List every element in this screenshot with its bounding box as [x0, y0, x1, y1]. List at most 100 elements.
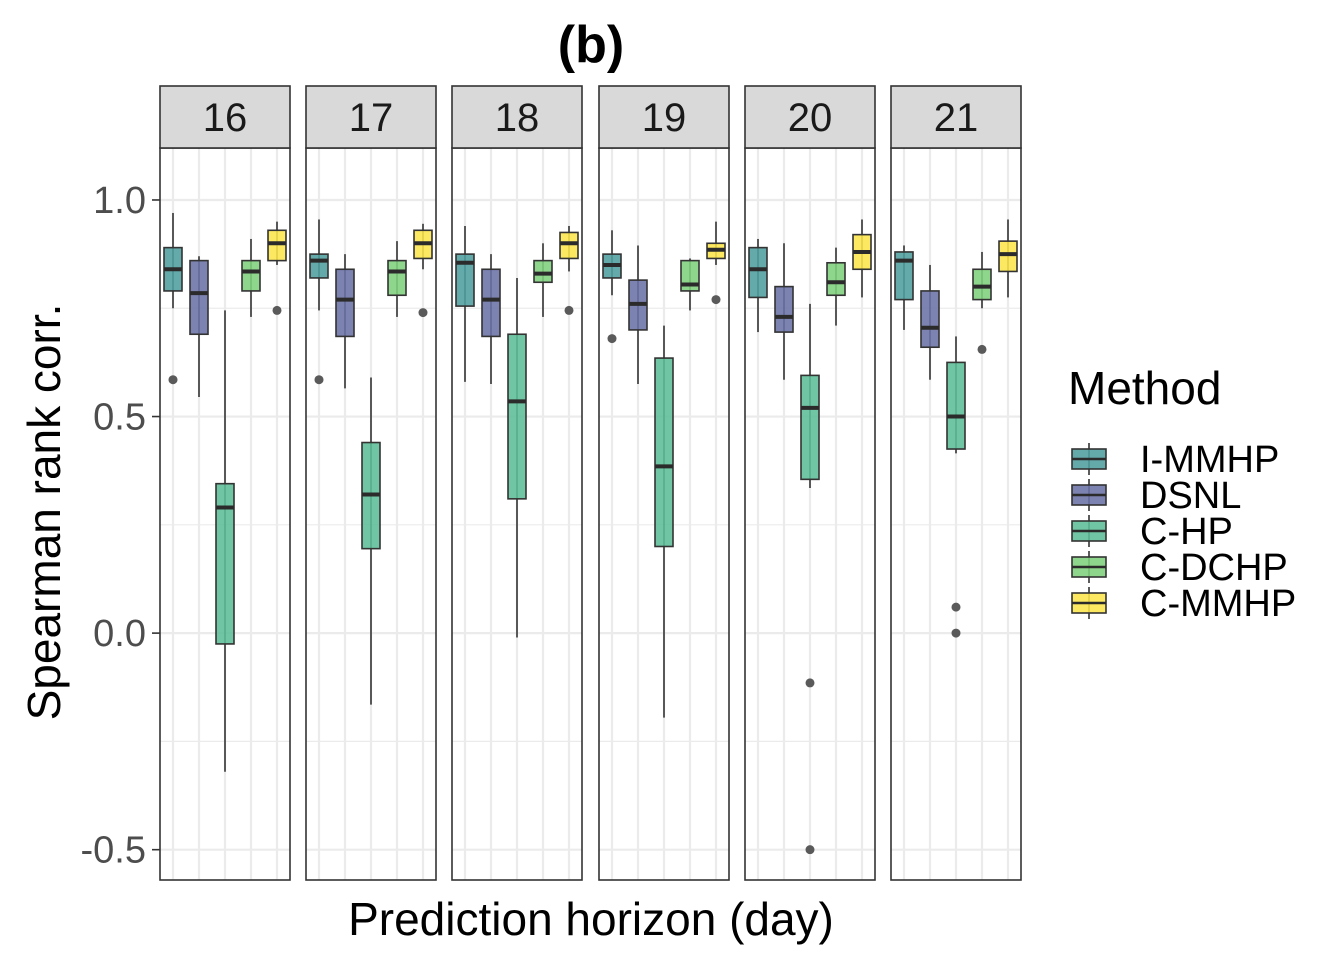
- box-body: [241, 259, 261, 292]
- box-body: [215, 482, 235, 645]
- y-tick-label: 1.0: [93, 180, 146, 222]
- box-i-mmhp-18: [455, 225, 475, 382]
- facet-panel-19: 19: [598, 85, 730, 881]
- box-c-dchp-20: [826, 247, 846, 326]
- facet-panel-21: 21: [890, 85, 1022, 881]
- strip-background: [598, 85, 730, 149]
- box-body: [335, 268, 355, 338]
- box-c-hp-18: [507, 277, 527, 638]
- outlier-point: [272, 305, 282, 315]
- box-i-mmhp-17: [309, 219, 329, 385]
- box-body: [920, 290, 940, 349]
- box-body: [267, 229, 287, 262]
- box-dsnl-21: [920, 264, 940, 380]
- box-c-mmhp-17: [413, 223, 433, 318]
- box-body: [774, 285, 794, 333]
- box-body: [826, 261, 846, 297]
- box-body: [800, 374, 820, 481]
- legend-entry-c-dchp: C-DCHP: [1071, 547, 1288, 589]
- box-dsnl-17: [335, 254, 355, 389]
- box-body: [946, 361, 966, 450]
- box-dsnl-20: [774, 243, 794, 380]
- y-tick-label: 0.5: [93, 397, 146, 439]
- strip-background: [890, 85, 1022, 149]
- facet-panels: 16 17 18 19 20 21: [159, 85, 1022, 881]
- box-c-dchp-21: [972, 251, 992, 354]
- box-body: [533, 259, 553, 284]
- box-dsnl-18: [481, 254, 501, 385]
- strip-label: 16: [203, 96, 248, 140]
- box-c-dchp-16: [241, 238, 261, 317]
- facet-panel-20: 20: [744, 85, 876, 881]
- box-body: [387, 259, 407, 297]
- legend-entry-label: C-MMHP: [1140, 583, 1296, 625]
- legend-entry-c-mmhp: C-MMHP: [1071, 583, 1296, 625]
- box-i-mmhp-20: [748, 238, 768, 333]
- box-c-hp-21: [946, 336, 966, 638]
- box-body: [559, 231, 579, 260]
- box-body: [481, 268, 501, 338]
- box-body: [455, 253, 475, 307]
- box-dsnl-19: [628, 245, 648, 385]
- outlier-point: [314, 375, 324, 385]
- box-c-hp-16: [215, 310, 235, 772]
- box-c-dchp-19: [680, 258, 700, 311]
- legend-entry-label: C-HP: [1140, 511, 1233, 553]
- outlier-point: [805, 845, 815, 855]
- box-c-mmhp-18: [559, 225, 579, 315]
- box-c-mmhp-21: [998, 219, 1018, 298]
- box-c-hp-20: [800, 303, 820, 855]
- chart-title: (b): [558, 16, 624, 74]
- box-i-mmhp-19: [602, 230, 622, 344]
- box-c-dchp-18: [533, 243, 553, 317]
- box-c-mmhp-16: [267, 221, 287, 315]
- box-c-mmhp-19: [706, 221, 726, 305]
- strip-label: 20: [788, 96, 833, 140]
- outlier-point: [951, 628, 961, 638]
- outlier-point: [805, 678, 815, 688]
- strip-label: 17: [349, 96, 394, 140]
- outlier-point: [711, 295, 721, 305]
- box-c-hp-19: [654, 325, 674, 718]
- outlier-point: [418, 308, 428, 318]
- legend-entry-label: DSNL: [1140, 475, 1241, 517]
- box-c-hp-17: [361, 377, 381, 705]
- box-body: [309, 253, 329, 279]
- strip-background: [305, 85, 437, 149]
- box-body: [998, 240, 1018, 273]
- box-i-mmhp-16: [163, 212, 183, 385]
- outlier-point: [977, 344, 987, 354]
- y-axis-label: Spearman rank corr.: [18, 304, 70, 721]
- box-body: [507, 333, 527, 500]
- x-axis-label: Prediction horizon (day): [348, 893, 834, 945]
- y-tick-label: -0.5: [81, 830, 146, 872]
- strip-label: 19: [642, 96, 687, 140]
- strip-label: 21: [934, 96, 979, 140]
- box-body: [894, 251, 914, 301]
- strip-label: 18: [495, 96, 540, 140]
- box-i-mmhp-21: [894, 245, 914, 330]
- legend-entry-dsnl: DSNL: [1071, 475, 1241, 517]
- outlier-point: [951, 602, 961, 612]
- facet-panel-16: 16: [159, 85, 291, 881]
- strip-background: [744, 85, 876, 149]
- box-body: [189, 259, 209, 336]
- legend-entry-label: C-DCHP: [1140, 547, 1288, 589]
- box-body: [748, 246, 768, 299]
- outlier-point: [607, 334, 617, 344]
- y-tick-label: 0.0: [93, 613, 146, 655]
- y-axis: 1.0 0.5 0.0 -0.5: [81, 180, 160, 872]
- legend-entry-label: I-MMHP: [1140, 439, 1279, 481]
- box-dsnl-16: [189, 256, 209, 398]
- box-c-dchp-17: [387, 241, 407, 317]
- box-c-mmhp-20: [852, 219, 872, 298]
- strip-background: [451, 85, 583, 149]
- outlier-point: [564, 305, 574, 315]
- facet-panel-17: 17: [305, 85, 437, 881]
- box-body: [972, 268, 992, 301]
- facet-panel-18: 18: [451, 85, 583, 881]
- box-body: [654, 357, 674, 548]
- outlier-point: [168, 375, 178, 385]
